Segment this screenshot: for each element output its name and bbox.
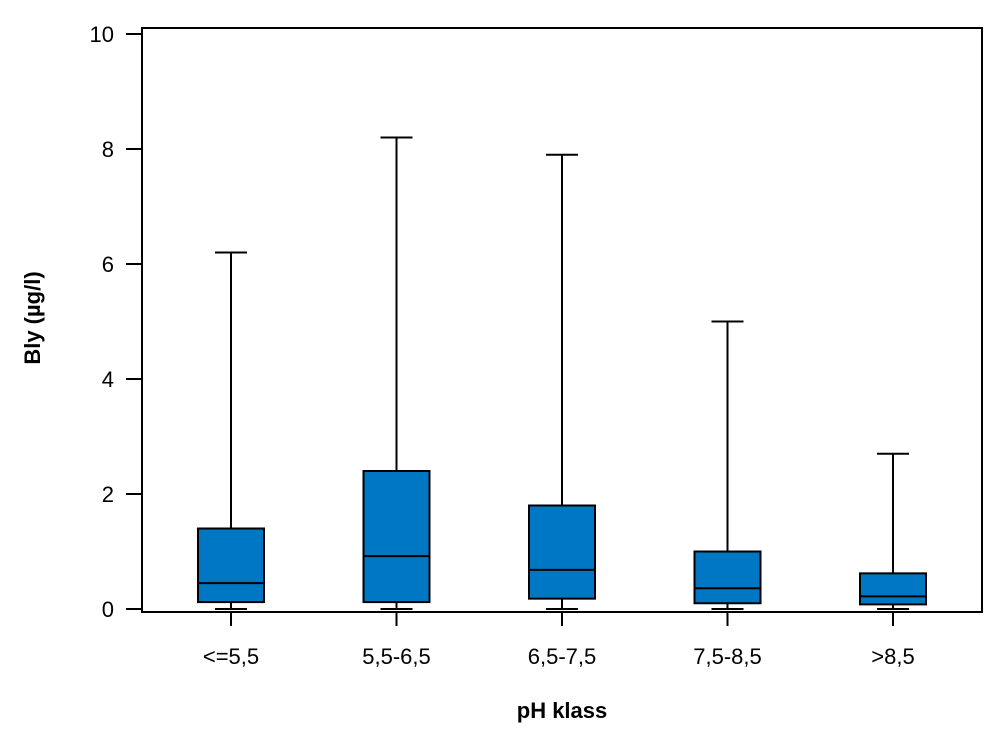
x-tick-label: 7,5-8,5 — [693, 644, 762, 669]
iqr-box — [362, 470, 431, 604]
iqr-box — [197, 527, 265, 604]
x-tick-label: >8,5 — [871, 644, 914, 669]
x-tick-label: 5,5-6,5 — [362, 644, 431, 669]
iqr-box — [859, 572, 927, 606]
y-axis-title: Bly (µg/l) — [20, 271, 45, 364]
y-tick-label: 10 — [90, 22, 114, 47]
iqr-box — [528, 504, 596, 600]
x-axis-title: pH klass — [517, 698, 608, 723]
x-tick-label: 6,5-7,5 — [528, 644, 597, 669]
x-tick-label: <=5,5 — [203, 644, 259, 669]
y-tick-label: 6 — [102, 252, 114, 277]
iqr-box — [693, 550, 762, 605]
box-group — [362, 136, 431, 610]
y-tick-label: 2 — [102, 482, 114, 507]
box-group — [693, 320, 762, 610]
box-group — [197, 251, 265, 610]
boxes — [197, 136, 927, 610]
y-tick-label: 8 — [102, 137, 114, 162]
y-axis: 0 2 4 6 8 10 — [90, 22, 142, 622]
y-tick-label: 4 — [102, 367, 114, 392]
box-group — [528, 153, 596, 610]
x-axis: <=5,5 5,5-6,5 6,5-7,5 7,5-8,5 >8,5 — [203, 612, 915, 669]
y-tick-label: 0 — [102, 597, 114, 622]
box-group — [859, 452, 927, 610]
